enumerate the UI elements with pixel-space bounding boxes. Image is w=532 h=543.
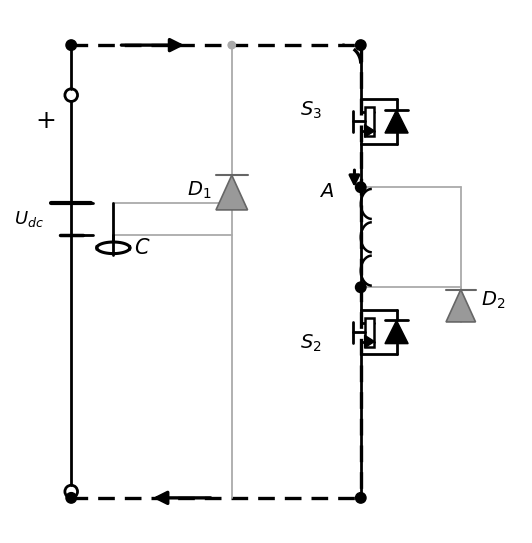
Circle shape (355, 182, 366, 193)
Text: $C$: $C$ (134, 238, 151, 258)
Text: $S_2$: $S_2$ (300, 333, 321, 354)
Text: $A$: $A$ (319, 182, 334, 201)
Circle shape (66, 40, 77, 50)
Polygon shape (216, 175, 247, 210)
Circle shape (355, 282, 366, 293)
Text: $+$: $+$ (35, 110, 55, 134)
Circle shape (66, 493, 77, 503)
Text: $D_1$: $D_1$ (187, 179, 211, 200)
Polygon shape (364, 335, 375, 348)
Text: $D_2$: $D_2$ (481, 290, 505, 311)
Polygon shape (385, 110, 408, 133)
Circle shape (228, 41, 236, 49)
Circle shape (355, 40, 366, 50)
Circle shape (355, 493, 366, 503)
Polygon shape (446, 289, 476, 322)
Polygon shape (385, 320, 408, 344)
Text: $S_3$: $S_3$ (300, 99, 322, 121)
Text: $U_{dc}$: $U_{dc}$ (14, 209, 44, 229)
Bar (365, 318, 375, 346)
Bar (365, 107, 375, 136)
Polygon shape (364, 125, 375, 137)
